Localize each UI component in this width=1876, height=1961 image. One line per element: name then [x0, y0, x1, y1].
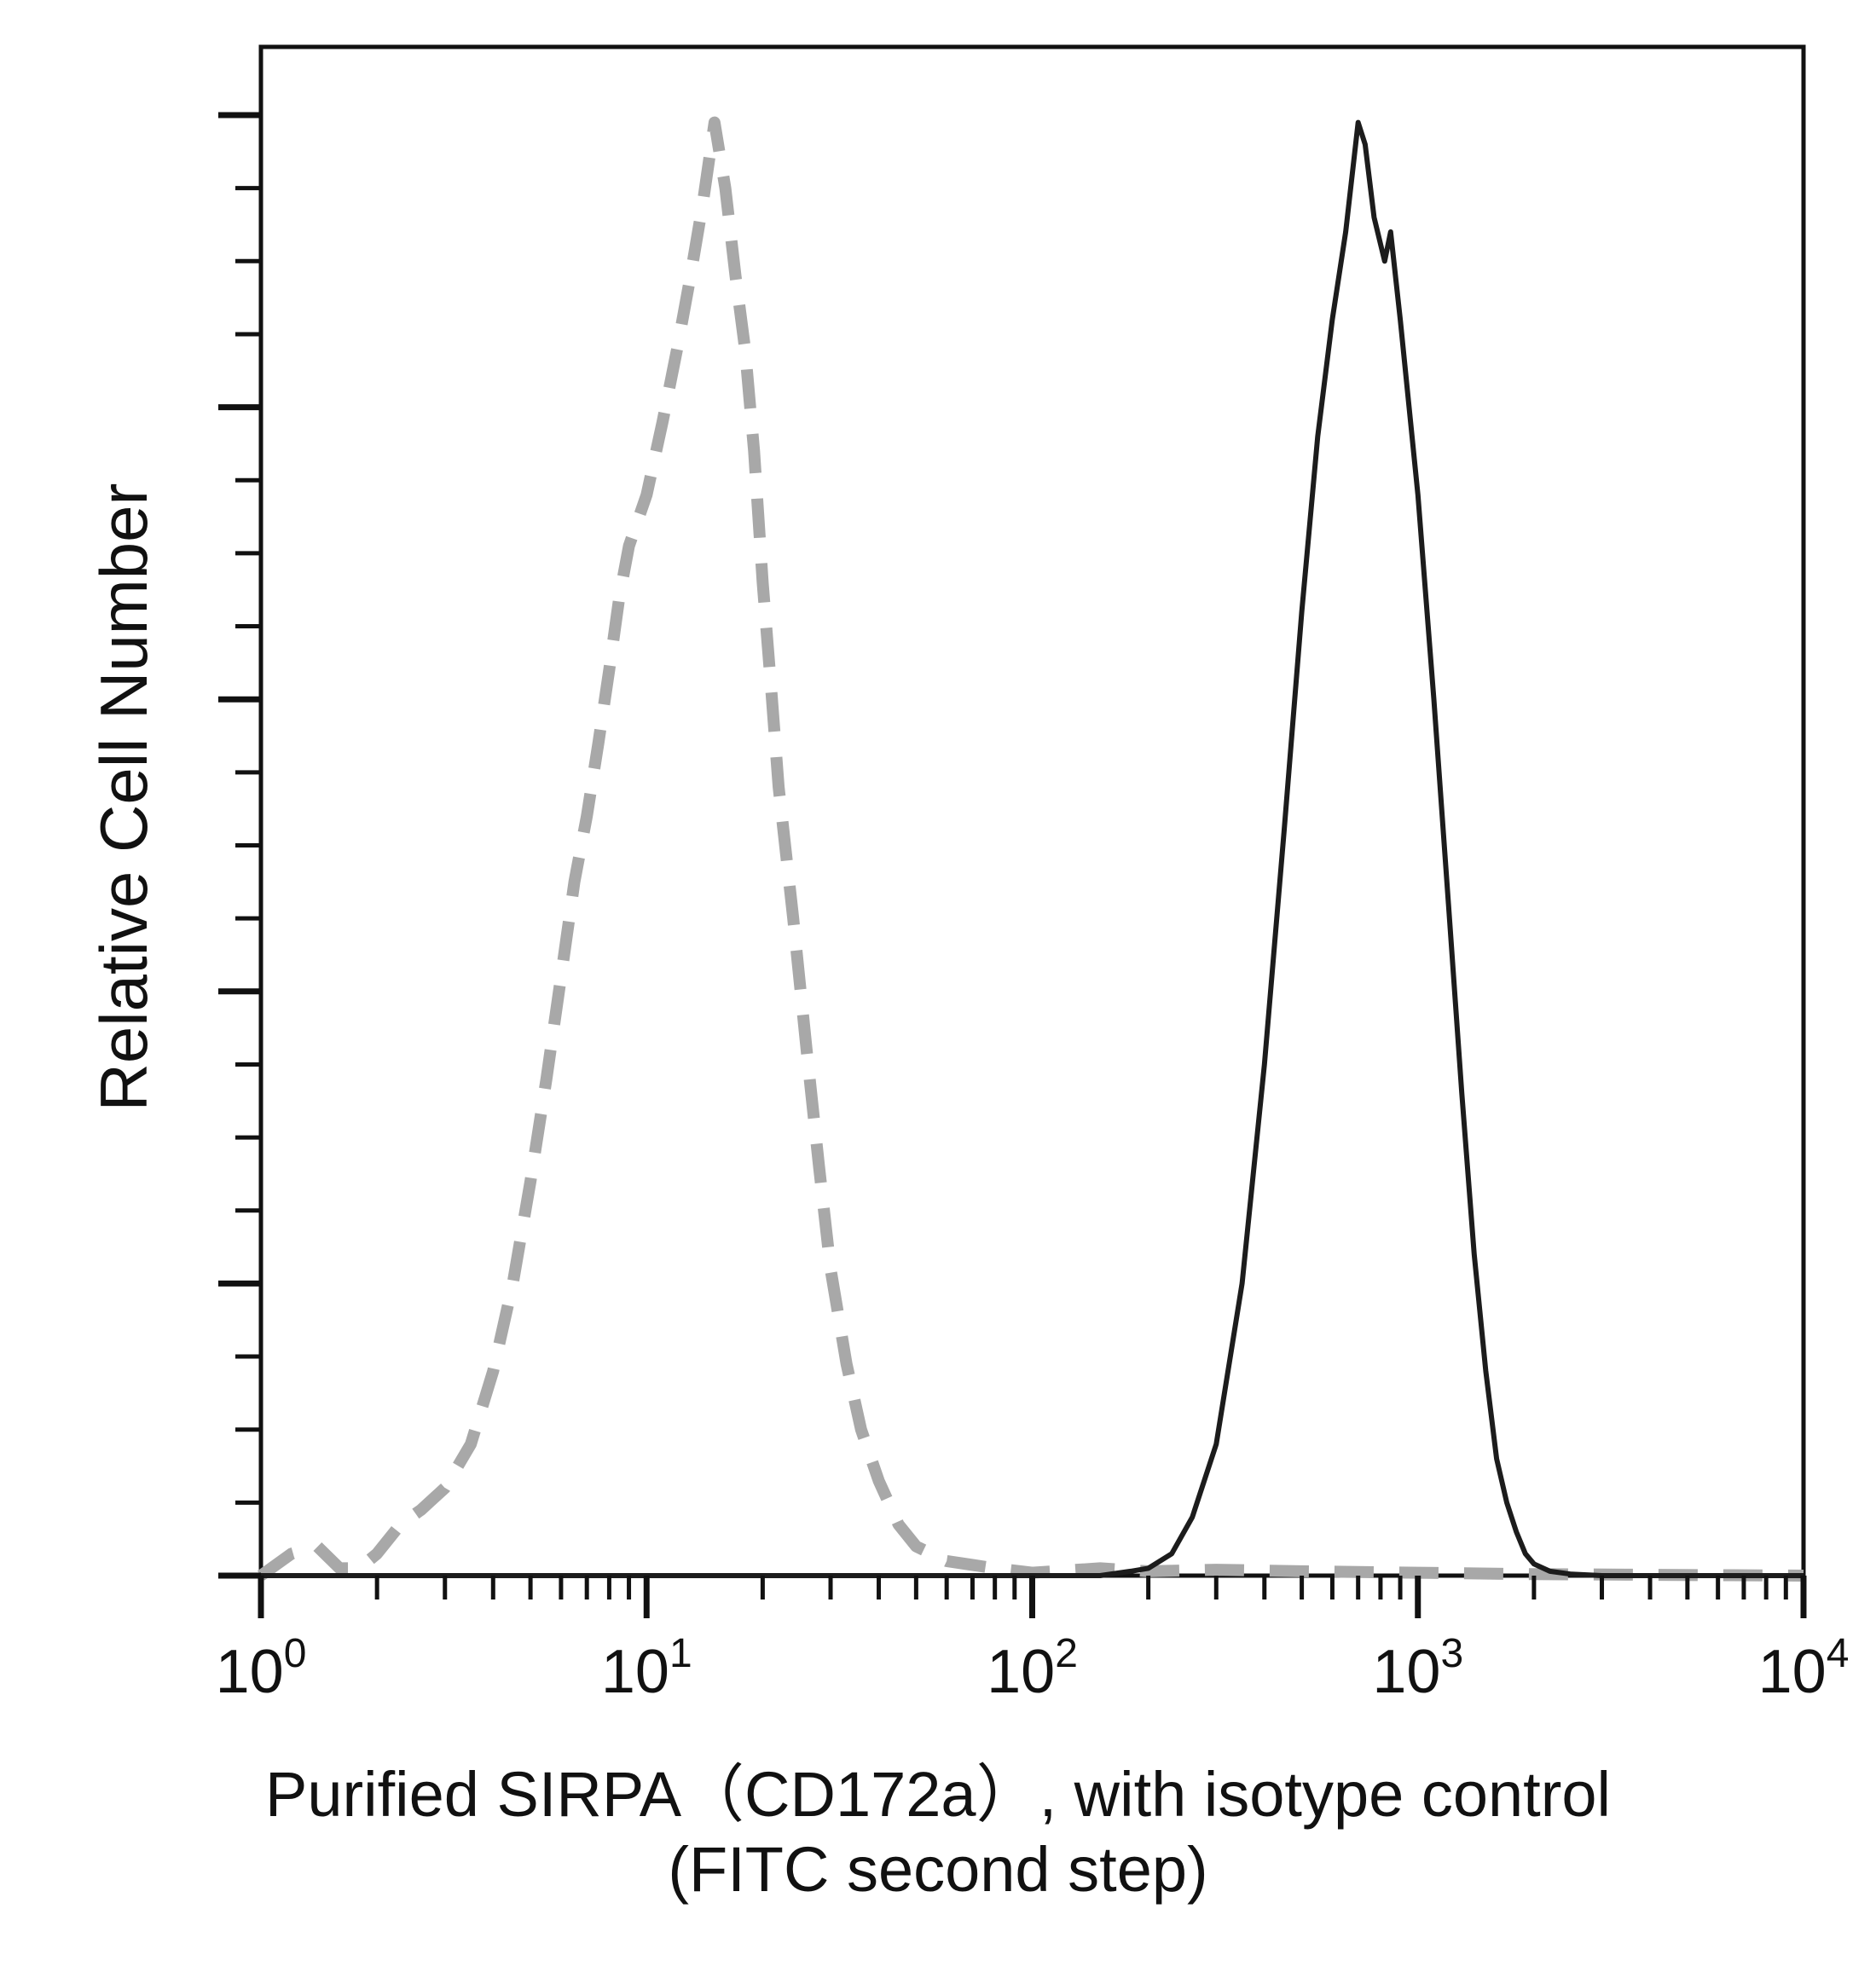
- y-axis-title: Relative Cell Number: [86, 483, 161, 1112]
- x-tick-label: 100: [216, 1631, 307, 1706]
- x-axis-ticks: [258, 1576, 1807, 1618]
- x-tick-label-exponent: 2: [1055, 1631, 1078, 1676]
- series-layer: [257, 116, 1804, 1582]
- x-axis-tick-labels: 100 101 102 103 104: [216, 1631, 1850, 1706]
- x-tick-label: 102: [987, 1631, 1078, 1706]
- x-tick-label: 101: [601, 1631, 692, 1706]
- x-tick-label: 103: [1372, 1631, 1463, 1706]
- x-axis-title-line2: (FITC second step): [668, 1834, 1207, 1905]
- x-tick-label-base: 10: [1758, 1638, 1827, 1706]
- x-tick-label-base: 10: [987, 1638, 1055, 1706]
- plot-frame: [258, 44, 1806, 1578]
- x-tick-label-base: 10: [216, 1638, 284, 1706]
- plot-area: [258, 44, 1806, 1578]
- x-tick-label-exponent: 3: [1440, 1631, 1463, 1676]
- x-tick-label-exponent: 4: [1827, 1631, 1850, 1676]
- x-tick-label-exponent: 0: [284, 1631, 307, 1676]
- x-tick-label-exponent: 1: [669, 1631, 692, 1676]
- x-tick-label-base: 10: [1372, 1638, 1440, 1706]
- y-axis-ticks: [218, 112, 261, 1579]
- x-tick-label: 104: [1758, 1631, 1850, 1706]
- x-tick-label-base: 10: [601, 1638, 669, 1706]
- sirpa-series-line: [261, 119, 1804, 1578]
- x-axis-title-line1: Purified SIRPA（CD172a）, with isotype con…: [265, 1759, 1611, 1830]
- isotype-control-series-line: [257, 116, 1804, 1582]
